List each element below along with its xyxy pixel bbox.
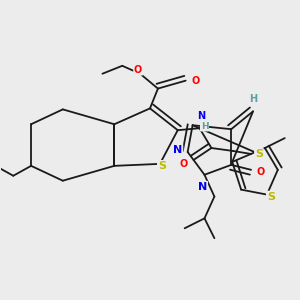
Text: S: S	[158, 161, 166, 171]
Text: S: S	[255, 149, 263, 159]
Text: H: H	[249, 94, 257, 104]
Text: O: O	[191, 76, 200, 85]
Text: O: O	[257, 167, 265, 177]
Text: N: N	[198, 182, 207, 192]
Text: N: N	[197, 111, 206, 121]
Text: O: O	[134, 65, 142, 75]
Text: H: H	[201, 122, 208, 131]
Text: N: N	[173, 145, 182, 155]
Text: O: O	[180, 159, 188, 169]
Text: S: S	[267, 192, 275, 202]
